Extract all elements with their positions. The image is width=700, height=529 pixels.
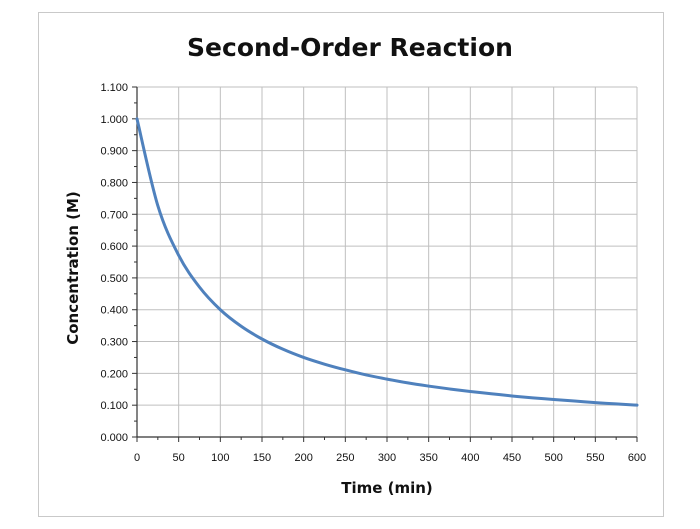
- y-tick-label: 0.300: [100, 337, 128, 349]
- data-point: [448, 387, 451, 390]
- y-tick-label: 0.200: [100, 368, 128, 380]
- y-tick-label: 0.900: [100, 146, 128, 158]
- data-point: [511, 394, 514, 397]
- data-point: [344, 368, 347, 371]
- x-tick-label: 350: [419, 452, 437, 464]
- data-point: [219, 308, 222, 311]
- y-tick-label: 1.100: [100, 82, 128, 94]
- data-point: [594, 401, 597, 404]
- x-tick-label: 0: [134, 452, 140, 464]
- x-tick-label: 450: [503, 452, 521, 464]
- y-tick-label: 0.400: [100, 305, 128, 317]
- data-point: [281, 348, 284, 351]
- x-axis-title: Time (min): [341, 479, 433, 497]
- y-tick-label: 0.100: [100, 400, 128, 412]
- x-tick-label: 250: [336, 452, 354, 464]
- x-tick-label: 600: [628, 452, 646, 464]
- y-axis-title: Concentration (M): [64, 191, 82, 345]
- data-point: [490, 392, 493, 395]
- data-point: [615, 402, 618, 405]
- data-point: [302, 356, 305, 359]
- data-point: [406, 381, 409, 384]
- data-point: [636, 404, 639, 407]
- axes: [132, 86, 638, 442]
- data-point: [427, 385, 430, 388]
- grid: [137, 86, 638, 437]
- chart-title: Second-Order Reaction: [187, 33, 513, 62]
- data-point: [323, 363, 326, 366]
- data-point: [469, 390, 472, 393]
- y-tick-label: 0.500: [100, 273, 128, 285]
- data-point: [573, 400, 576, 403]
- y-tick-label: 1.000: [100, 114, 128, 126]
- data-point: [531, 396, 534, 399]
- y-tick-labels: 0.000 0.100 0.200 0.300 0.400 0.500 0.600 0.700…: [100, 82, 128, 444]
- y-tick-label: 0.000: [100, 432, 128, 444]
- series-line: [135, 117, 639, 407]
- y-tick-label: 0.700: [100, 209, 128, 221]
- data-point: [386, 378, 389, 381]
- data-point: [240, 325, 243, 328]
- chart-frame: [38, 12, 664, 517]
- x-tick-label: 300: [378, 452, 396, 464]
- x-tick-label: 500: [544, 452, 562, 464]
- x-tick-label: 400: [461, 452, 479, 464]
- data-point: [552, 398, 555, 401]
- x-tick-label: 50: [173, 452, 185, 464]
- y-tick-label: 0.600: [100, 241, 128, 253]
- data-point: [136, 117, 139, 120]
- x-tick-label: 200: [294, 452, 312, 464]
- x-tick-label: 100: [211, 452, 229, 464]
- data-point: [261, 338, 264, 341]
- data-point: [177, 254, 180, 257]
- y-tick-label: 0.800: [100, 177, 128, 189]
- data-point: [156, 204, 159, 207]
- x-tick-label: 150: [253, 452, 271, 464]
- x-tick-label: 550: [586, 452, 604, 464]
- x-tick-labels: 0 50 100 150 200 250 300 350 400 450 500 550 600: [134, 452, 646, 464]
- data-point: [365, 373, 368, 376]
- data-point: [198, 286, 201, 289]
